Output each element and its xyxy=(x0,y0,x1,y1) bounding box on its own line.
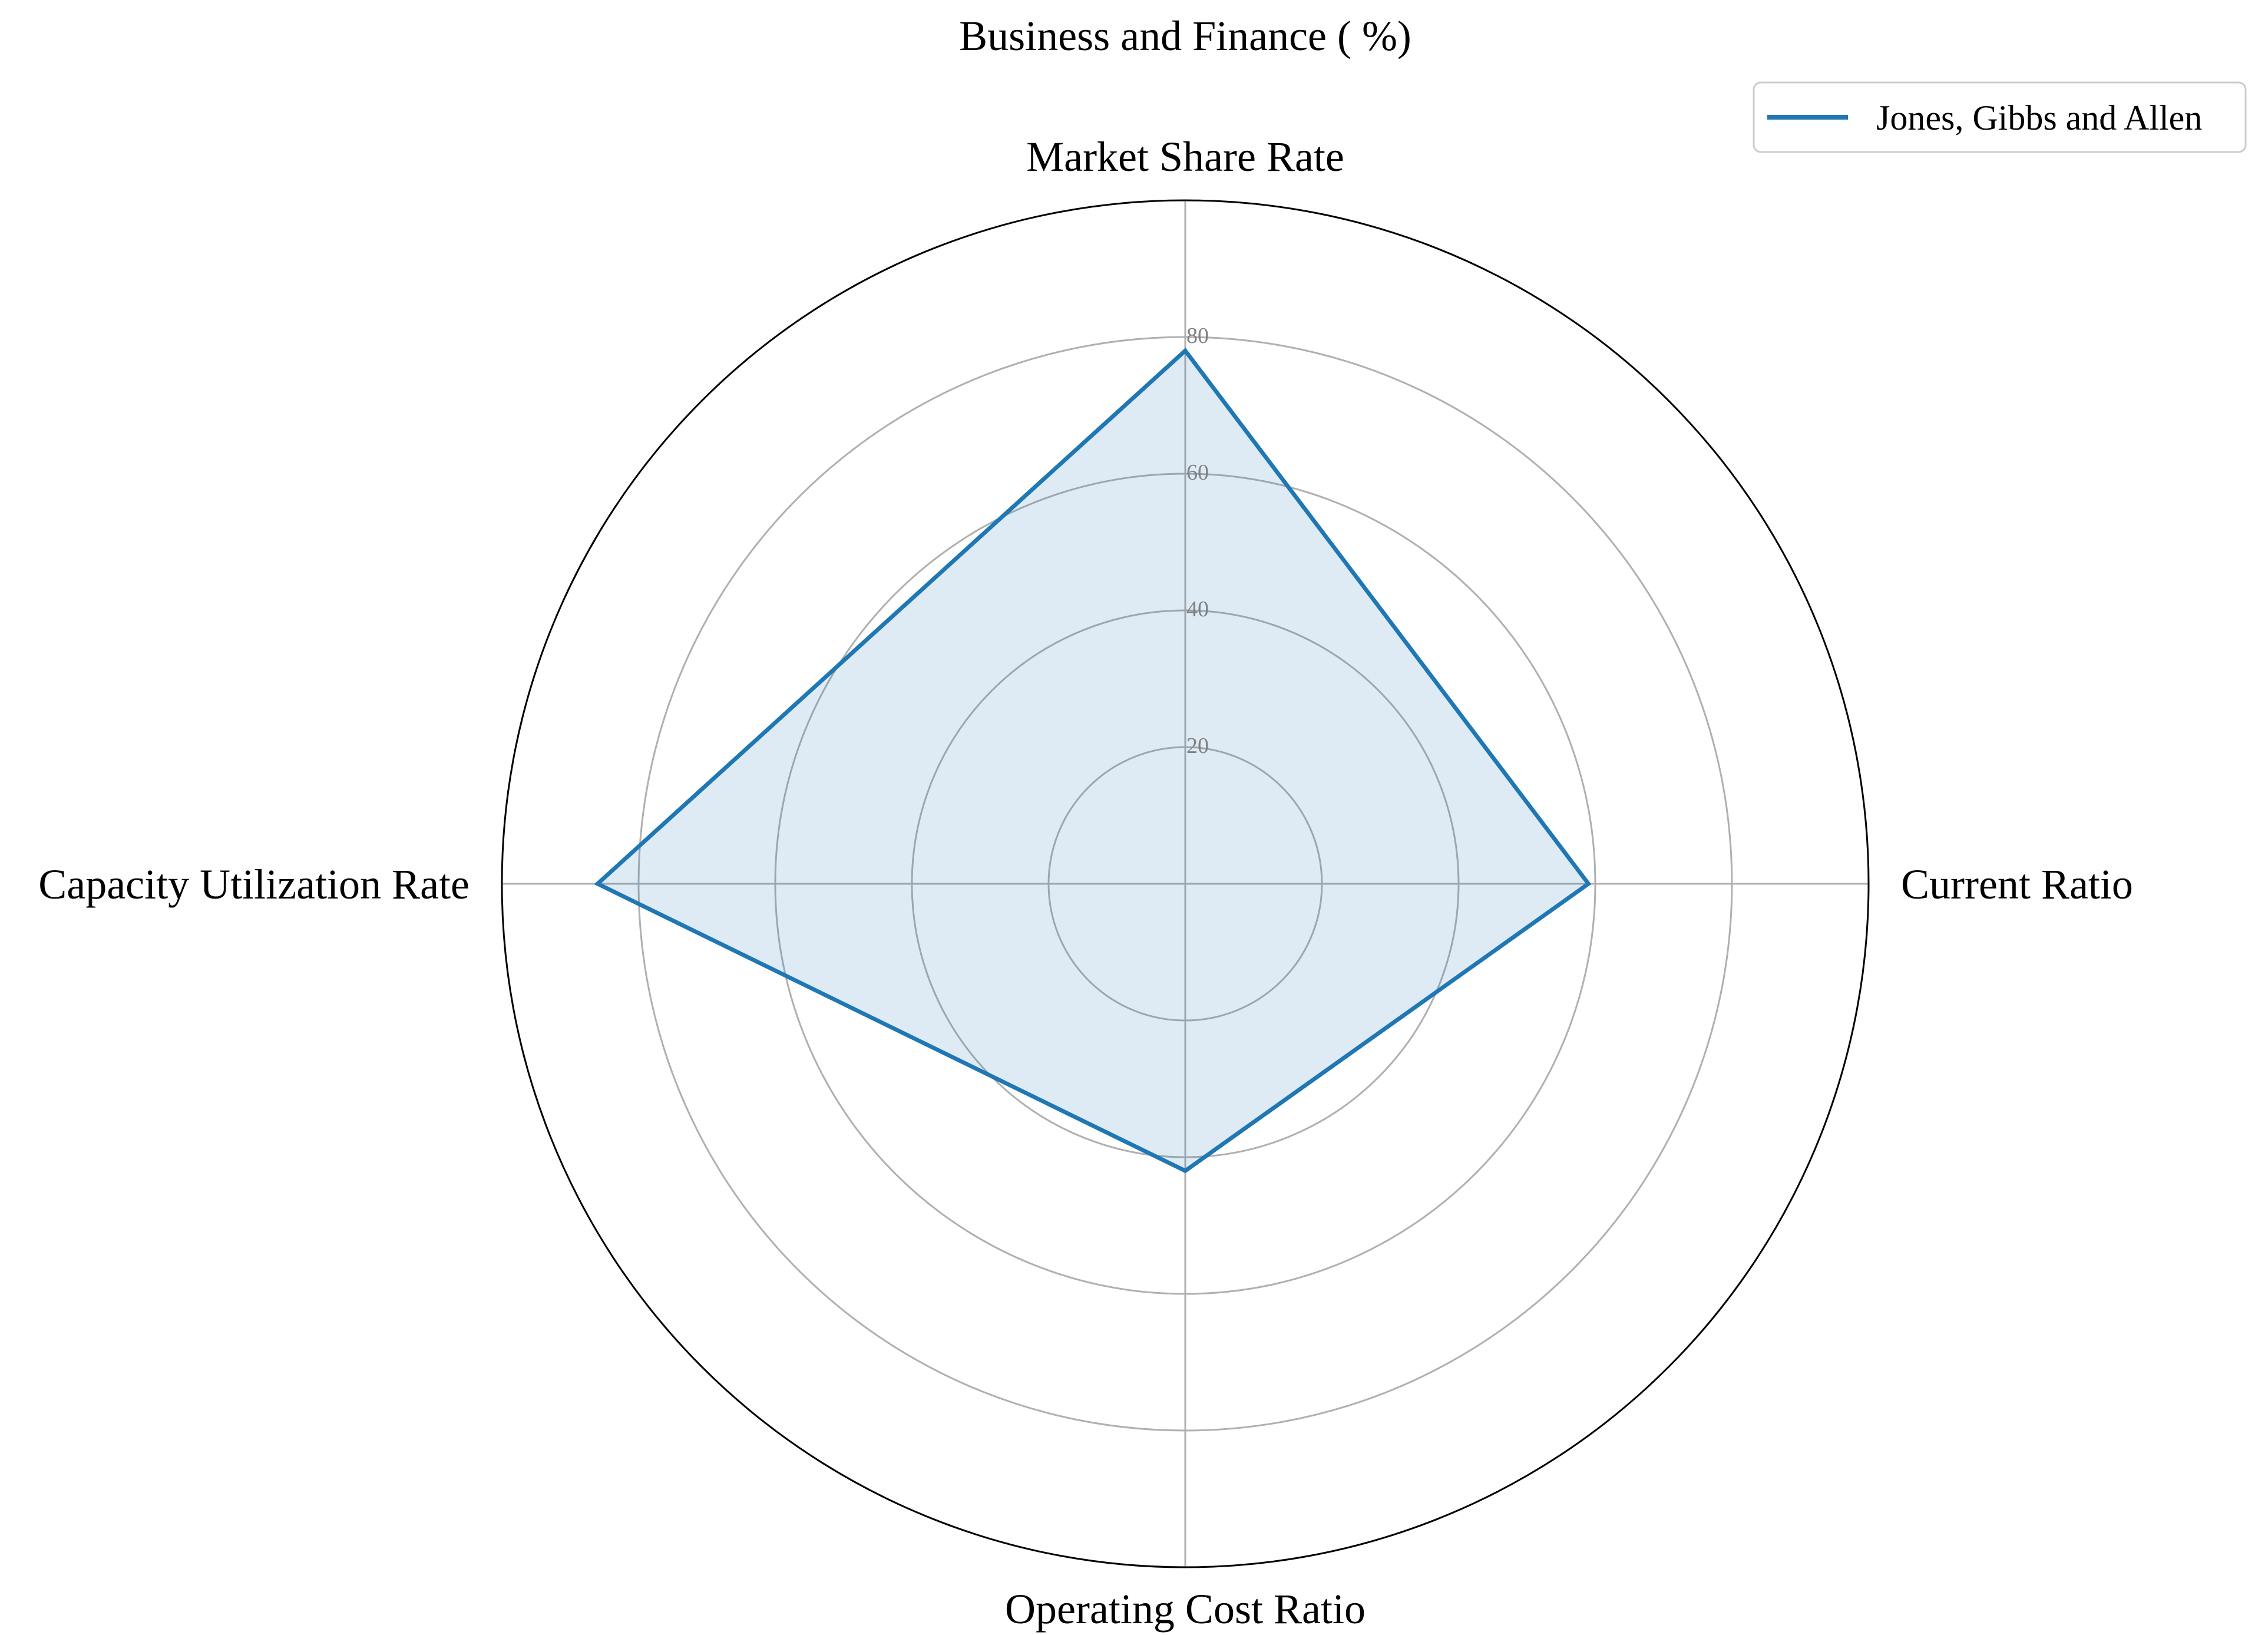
radial-tick-label-20: 20 xyxy=(1186,734,1209,758)
axis-spokes xyxy=(502,200,1869,1567)
radial-tick-labels: 20 40 60 80 xyxy=(1186,323,1209,758)
radial-tick-label-40: 40 xyxy=(1186,597,1209,622)
outer-spine xyxy=(501,199,1870,1568)
category-label-capacity-utilization-rate: Capacity Utilization Rate xyxy=(38,861,470,908)
series-area-jones-gibbs-and-allen xyxy=(597,351,1589,1171)
category-label-current-ratio: Current Ratio xyxy=(1901,861,2133,908)
category-label-operating-cost-ratio: Operating Cost Ratio xyxy=(1005,1586,1366,1633)
legend: Jones, Gibbs and Allen xyxy=(1753,81,2247,153)
chart-title: Business and Finance ( %) xyxy=(959,12,1411,60)
category-label-market-share-rate: Market Share Rate xyxy=(1026,133,1344,180)
radial-tick-label-60: 60 xyxy=(1186,460,1209,485)
legend-box xyxy=(1753,81,2247,153)
category-labels: Market Share Rate Current Ratio Operating … xyxy=(38,133,2133,1633)
radial-tick-label-80: 80 xyxy=(1186,323,1209,348)
series-layer xyxy=(594,348,1592,1174)
legend-entry-label: Jones, Gibbs and Allen xyxy=(1876,98,2202,137)
